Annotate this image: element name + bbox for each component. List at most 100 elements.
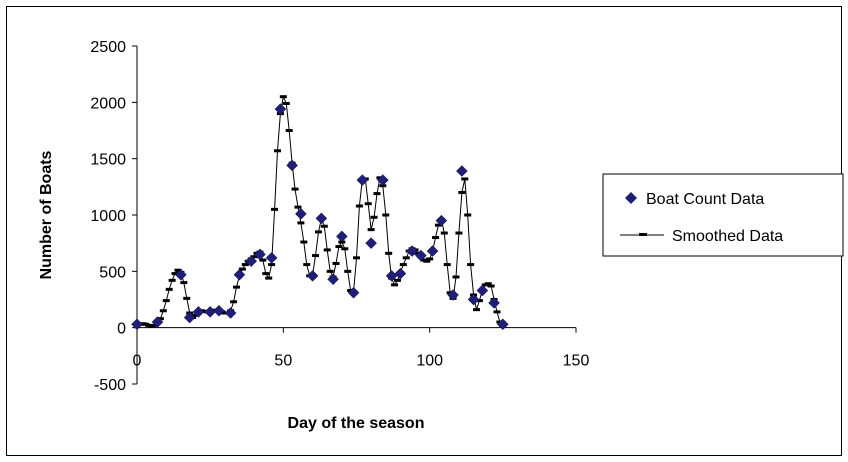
smoothed-data-point — [426, 257, 434, 261]
smoothed-data-point — [314, 230, 322, 234]
smoothed-data-point — [273, 149, 281, 153]
smoothed-data-point — [484, 282, 492, 286]
smoothed-data-point — [364, 202, 372, 206]
legend: Boat Count Data Smoothed Data — [602, 173, 844, 257]
smoothed-data-point — [268, 263, 276, 267]
boat-count-point — [467, 293, 480, 306]
smoothed-data-point — [233, 285, 241, 289]
smoothed-data-point — [312, 254, 320, 258]
boat-count-point — [476, 284, 489, 297]
smoothed-data-point — [452, 275, 460, 279]
smoothed-data-point — [373, 192, 381, 196]
smoothed-data-point — [367, 228, 375, 232]
legend-label-smoothed: Smoothed Data — [672, 228, 783, 245]
smoothed-data-point — [423, 259, 431, 263]
smoothed-data-point — [259, 258, 267, 262]
smoothed-data-point — [458, 190, 466, 194]
y-tick-label: 500 — [99, 264, 126, 281]
smoothed-data-point — [279, 95, 287, 99]
boat-count-point — [213, 304, 225, 317]
boat-count-point — [183, 311, 196, 324]
smoothed-data-point — [323, 248, 331, 252]
smoothed-data-point — [282, 101, 290, 105]
boat-count-point — [456, 165, 468, 177]
smoothed-data-point — [271, 207, 279, 211]
x-tick-label: 0 — [133, 353, 142, 370]
smoothed-data-point — [303, 263, 311, 267]
boat-count-point — [347, 286, 360, 299]
y-tick-label: 2000 — [90, 95, 126, 112]
smoothed-data-point — [443, 263, 451, 267]
smoothed-data-point — [353, 256, 360, 260]
boat-count-point — [496, 318, 509, 331]
smoothed-data-point — [487, 284, 495, 288]
smoothed-data-point — [156, 317, 164, 321]
smoothed-data-point — [183, 296, 191, 300]
smoothed-data-point — [382, 213, 390, 217]
boat-count-point — [286, 159, 298, 172]
boat-count-point — [365, 237, 377, 250]
boat-count-point — [426, 245, 439, 257]
smoothed-data-point — [335, 245, 343, 249]
smoothed-data-point — [230, 300, 238, 304]
smoothed-data-point — [464, 213, 472, 217]
smoothed-data-point — [472, 308, 480, 312]
smoothed-data-point — [171, 272, 179, 276]
x-tick-label: 50 — [274, 353, 292, 370]
smoothed-data-point — [265, 276, 273, 280]
boat-count-point — [254, 248, 266, 261]
smoothed-data-point — [475, 299, 483, 303]
legend-label-boat-count: Boat Count Data — [646, 191, 764, 208]
boat-count-point — [406, 245, 418, 257]
smoothed-data-point — [162, 299, 170, 303]
smoothed-data-point — [285, 129, 293, 132]
y-tick-label: -500 — [94, 377, 126, 394]
boat-count-series — [131, 103, 509, 331]
boat-count-point — [435, 214, 448, 227]
smoothed-data-point — [326, 269, 334, 273]
smoothed-data-point — [391, 283, 399, 287]
smoothed-data-point — [355, 204, 363, 208]
smoothed-data-point — [291, 187, 299, 191]
smoothed-data-point — [402, 256, 410, 260]
smoothed-data-point — [151, 323, 159, 327]
boat-count-point — [306, 269, 319, 282]
boat-count-point — [192, 306, 205, 318]
boat-count-point — [233, 268, 246, 281]
x-tick-label: 100 — [416, 353, 443, 370]
smoothed-data-point — [341, 247, 349, 251]
boat-count-point — [415, 249, 427, 262]
smoothed-data-point — [241, 263, 249, 267]
boat-count-point — [447, 289, 459, 301]
smoothed-data-point — [332, 261, 340, 265]
smoothed-data-point — [300, 240, 308, 244]
axes: -500 0 500 1000 1500 2000 2500 0 50 100 150 — [90, 39, 589, 394]
smoothed-data-point — [159, 309, 167, 313]
y-tick-label: 2500 — [90, 39, 126, 56]
smoothed-data-point — [467, 263, 475, 267]
smoothed-data-point — [192, 313, 200, 317]
boat-count-point — [488, 297, 500, 309]
smoothed-data-point — [320, 224, 328, 228]
smoothed-data-point — [440, 231, 448, 235]
boat-count-point — [204, 306, 217, 318]
smoothed-data-point — [432, 236, 440, 240]
smoothed-data-point — [393, 278, 401, 282]
y-tick-label: 1500 — [90, 152, 126, 169]
smoothed-data-point — [165, 287, 173, 291]
legend-diamond-marker — [625, 192, 637, 204]
smoothed-data-point — [493, 310, 501, 314]
boat-count-point — [245, 255, 257, 268]
boat-count-point — [224, 307, 237, 319]
boat-count-point — [265, 251, 278, 264]
boat-count-point — [376, 174, 389, 186]
smoothed-data-point — [262, 272, 270, 276]
smoothed-data-point — [434, 223, 442, 227]
smoothed-data-point — [455, 231, 463, 235]
smoothed-data-point — [294, 205, 302, 209]
smoothed-data-point — [238, 267, 246, 271]
smoothed-data-point — [180, 281, 188, 285]
boat-count-point — [336, 230, 348, 243]
y-axis-title: Number of Boats — [38, 150, 55, 279]
